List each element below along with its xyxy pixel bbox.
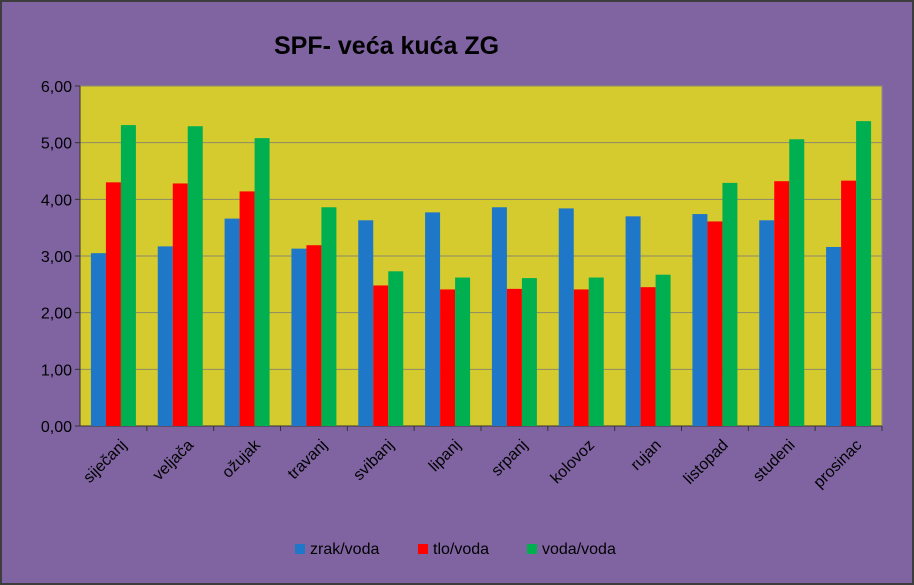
bar-zrak-voda <box>358 220 374 426</box>
x-tick-label: kolovoz <box>548 437 598 487</box>
bar-voda-voda <box>655 274 671 426</box>
bar-zrak-voda <box>625 216 641 426</box>
bar-tlo-voda <box>573 289 589 426</box>
bar-tlo-voda <box>172 183 188 426</box>
y-tick-label: 4,00 <box>41 192 72 209</box>
bar-zrak-voda <box>224 218 240 426</box>
legend-swatch <box>418 544 428 554</box>
bar-tlo-voda <box>440 289 456 426</box>
y-tick-label: 2,00 <box>41 306 72 323</box>
bar-zrak-voda <box>90 253 106 426</box>
bar-zrak-voda <box>291 248 307 426</box>
bar-voda-voda <box>588 277 604 426</box>
bar-tlo-voda <box>774 181 790 426</box>
x-tick-label: siječanj <box>80 437 130 487</box>
bar-zrak-voda <box>157 246 173 426</box>
x-tick-label: listopad <box>681 437 732 488</box>
chart-title: SPF- veća kuća ZG <box>274 32 500 60</box>
bar-zrak-voda <box>759 220 775 426</box>
x-tick-label: veljača <box>150 437 197 484</box>
bar-voda-voda <box>789 139 805 426</box>
bar-tlo-voda <box>506 288 522 426</box>
bar-tlo-voda <box>640 287 656 426</box>
x-tick-label: studeni <box>750 437 799 486</box>
bar-zrak-voda <box>425 212 441 426</box>
bar-tlo-voda <box>707 221 723 426</box>
bar-zrak-voda <box>558 208 574 426</box>
legend-swatch <box>295 544 305 554</box>
bar-tlo-voda <box>306 245 322 426</box>
x-tick-label: rujan <box>628 437 665 474</box>
bar-voda-voda <box>388 271 404 426</box>
bar-zrak-voda <box>692 214 708 426</box>
y-tick-label: 0,00 <box>41 419 72 436</box>
y-tick-label: 1,00 <box>41 362 72 379</box>
bar-tlo-voda <box>373 285 389 426</box>
bar-voda-voda <box>254 138 270 426</box>
y-tick-label: 5,00 <box>41 136 72 153</box>
bar-voda-voda <box>120 125 136 426</box>
x-tick-label: lipanj <box>426 437 464 475</box>
y-tick-label: 3,00 <box>41 249 72 266</box>
x-tick-label: ožujak <box>219 436 264 481</box>
x-tick-label: svibanj <box>350 437 397 484</box>
bar-voda-voda <box>321 207 337 426</box>
legend-label: zrak/voda <box>310 541 379 558</box>
bar-tlo-voda <box>841 180 857 426</box>
bar-tlo-voda <box>105 182 121 426</box>
bar-voda-voda <box>521 278 537 426</box>
bar-voda-voda <box>455 277 471 426</box>
bar-voda-voda <box>722 182 738 426</box>
x-tick-label: srpanj <box>488 437 531 480</box>
legend-label: voda/voda <box>542 541 616 558</box>
bar-zrak-voda <box>826 246 842 426</box>
legend-label: tlo/voda <box>433 541 489 558</box>
x-tick-label: travanj <box>285 437 331 483</box>
bar-voda-voda <box>187 126 203 426</box>
x-tick-label: prosinac <box>811 437 866 492</box>
bar-zrak-voda <box>491 207 507 426</box>
y-tick-label: 6,00 <box>41 79 72 96</box>
legend-swatch <box>527 544 537 554</box>
bar-tlo-voda <box>239 191 255 426</box>
bar-voda-voda <box>856 121 872 426</box>
